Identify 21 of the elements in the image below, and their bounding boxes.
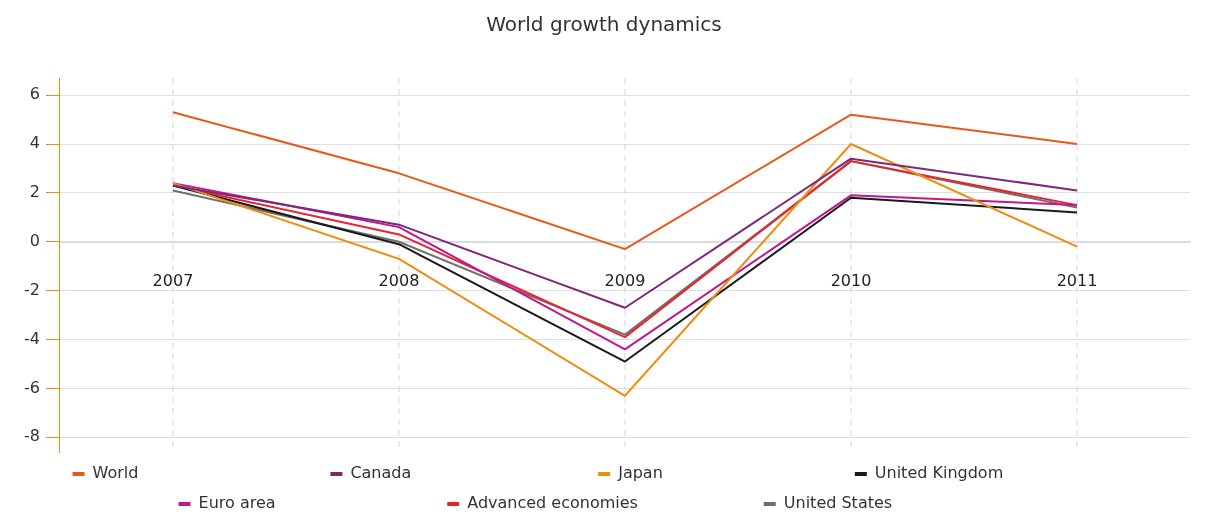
x-tick-label: 2008 xyxy=(378,270,420,290)
y-tick-label: 4 xyxy=(29,133,40,153)
y-tick-label: 0 xyxy=(29,230,40,250)
legend-label: United States xyxy=(783,493,1030,513)
legend-label: United Kingdom xyxy=(874,463,1136,483)
y-tick-label: 6 xyxy=(29,84,40,104)
x-tick-label: 2007 xyxy=(152,270,194,290)
y-tick-label: -2 xyxy=(24,279,40,299)
chart-title: World growth dynamics xyxy=(486,12,722,37)
y-tick-label: -4 xyxy=(24,328,40,348)
x-tick-label: 2009 xyxy=(604,270,646,290)
legend-label: Advanced economies xyxy=(467,493,750,513)
x-tick-label: 2010 xyxy=(830,270,872,290)
legend-label: Canada xyxy=(350,463,585,483)
legend-label: Euro area xyxy=(198,493,434,513)
y-tick-label: -6 xyxy=(24,377,40,397)
legend-label: Japan xyxy=(617,463,841,483)
y-tick-label: 2 xyxy=(29,182,40,202)
x-tick-label: 2011 xyxy=(1056,270,1098,290)
y-tick-label: -8 xyxy=(24,426,40,446)
legend-label: World xyxy=(92,463,317,483)
